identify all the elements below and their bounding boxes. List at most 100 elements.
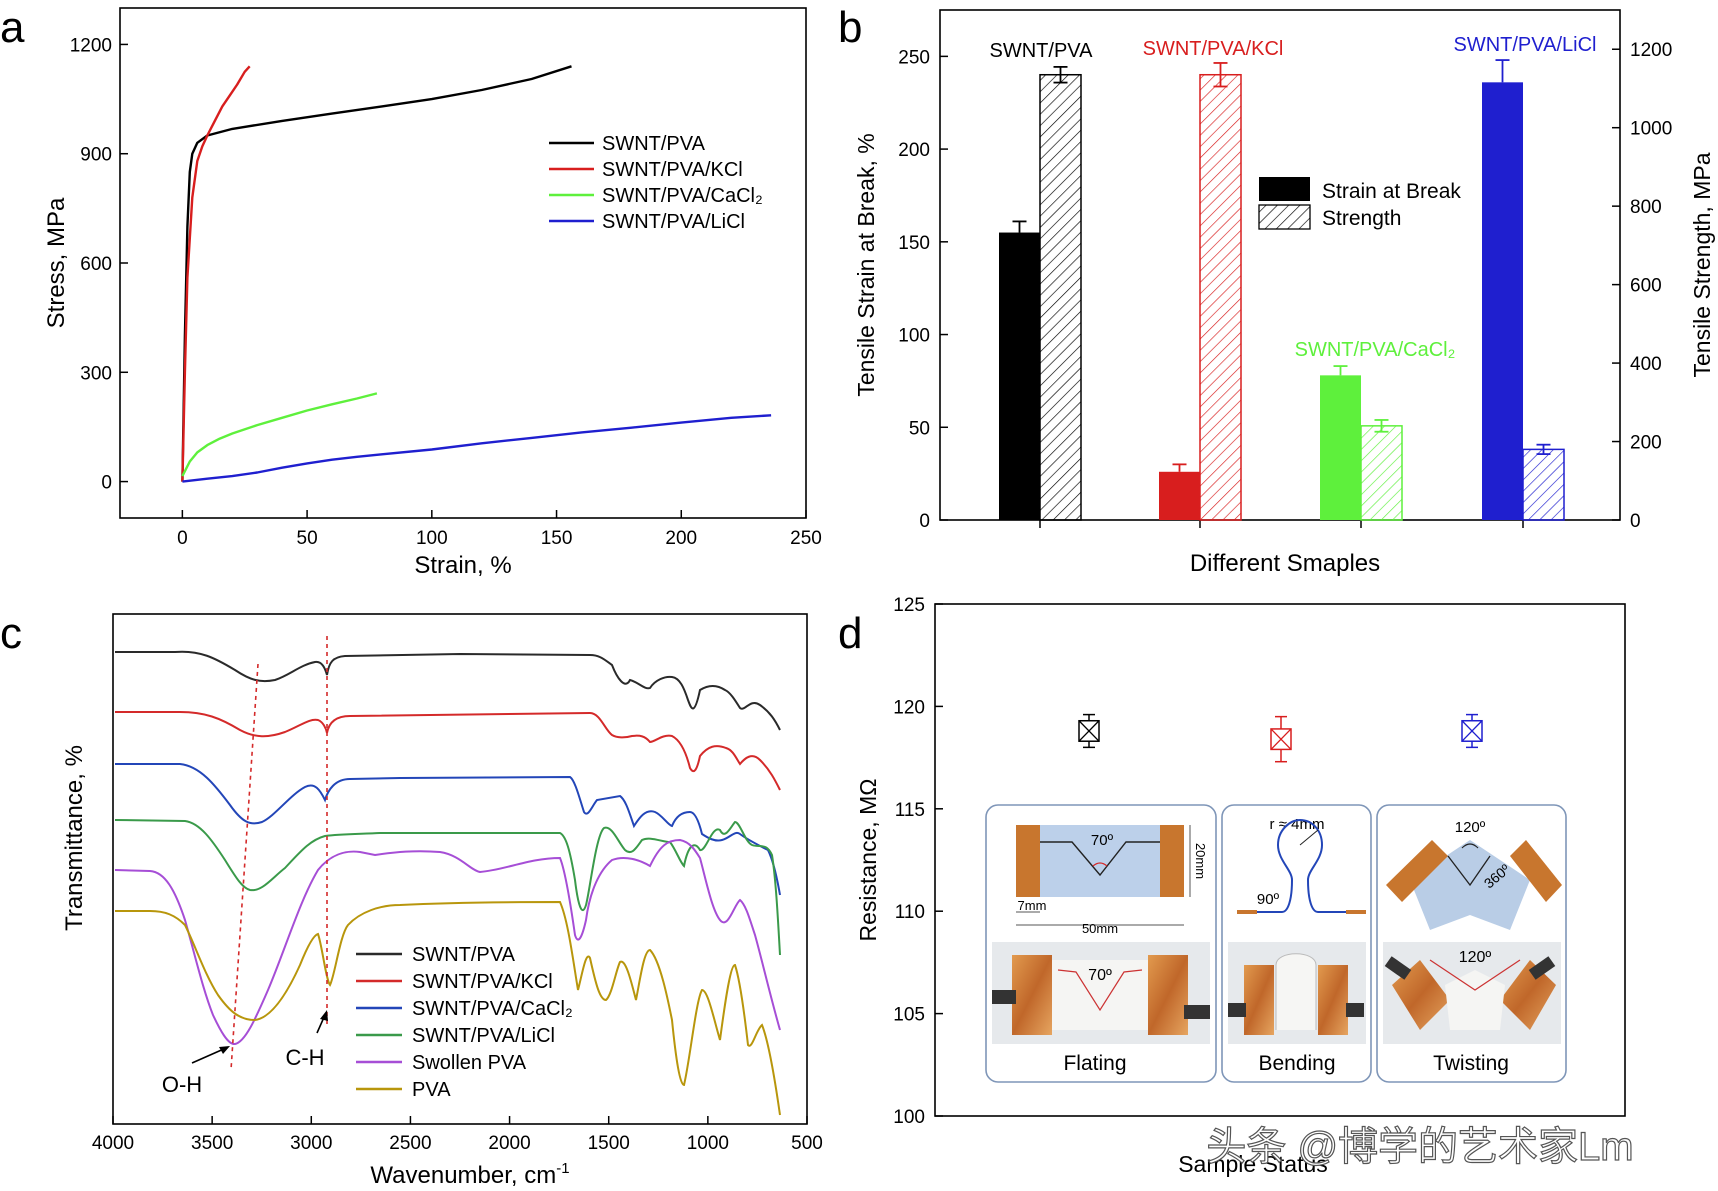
x-tick-label: 0 [177,528,188,549]
height-label: 20mm [1193,843,1208,879]
bar-strain [1159,471,1200,520]
x-tick-label: 250 [790,528,822,549]
inset-caption-twisting: Twisting [1433,1052,1509,1075]
y-tick-label: 200 [898,140,930,161]
y-tick-label: 100 [898,326,930,347]
series-line [181,65,572,482]
x-axis-label-c: Wavenumber, cm-1 [370,1160,569,1189]
y-tick-label: 100 [893,1107,925,1128]
legend-label: SWNT/PVA/LiCl [412,1025,555,1047]
legend-label: Strain at Break [1322,180,1461,203]
box [1270,728,1292,751]
box-cross [1078,720,1100,742]
radius-label: r ≈ 4mm [1270,816,1325,833]
photo-angle-label: 120º [1459,949,1492,966]
radius-line [1299,829,1319,846]
x-tick-label: 150 [541,528,573,549]
series-line [181,65,251,482]
photo-crack [1429,959,1521,991]
photo-copper [1012,955,1052,1035]
y-tick-label-right: 1000 [1630,119,1672,140]
photo-copper [1392,960,1450,1030]
legend-c: SWNT/PVA SWNT/PVA/KCl SWNT/PVA/CaCl₂ SWN… [356,944,573,1101]
legend-label: SWNT/PVA/KCl [602,159,743,181]
x-tick-label: 100 [416,528,448,549]
y-tick-label-right: 400 [1630,354,1662,375]
inset-bending: r ≈ 4mm 90º Bending [1221,804,1372,1083]
x-tick-label: 50 [297,528,318,549]
y-tick-label: 900 [80,145,112,166]
x-tick-label: 1000 [687,1133,729,1154]
x-tick-label: 1500 [588,1133,630,1154]
photo-copper [1148,955,1188,1035]
box-cross [1270,728,1292,750]
clamp-icon [1184,1005,1210,1019]
x-axis-label-a: Strain, % [414,552,511,579]
y-tick-label-right: 600 [1630,276,1662,297]
bar-strain [999,232,1040,520]
legend-a: SWNT/PVA SWNT/PVA/KCl SWNT/PVA/CaCl₂ SWN… [549,133,763,233]
y-tick-label: 105 [893,1005,925,1026]
clamp-icon [1346,1003,1364,1017]
ftir-line-swnt-pva [115,650,781,731]
copper-tape [1510,840,1562,902]
y-axis-label-a: Stress, MPa [43,197,70,328]
plot-frame-c [112,613,808,1125]
y-axis-label-d: Resistance, MΩ [855,779,881,942]
x-tick-label: 4000 [92,1133,134,1154]
category-label-swnt-pva: SWNT/PVA [990,40,1094,62]
annotation-ch: C-H [285,1045,324,1070]
annotation-oh: O-H [162,1072,202,1097]
ftir-line-swnt-pva-kcl [115,711,781,791]
x-tick-label: 200 [665,528,697,549]
twist-angle-label: 120º [1455,819,1486,836]
y-tick-label-right: 200 [1630,433,1662,454]
watermark-text: 头条 @博学的艺术家Lm [1206,1125,1633,1169]
legend-label: SWNT/PVA/CaCl₂ [602,185,763,207]
x-tick-label: 2500 [389,1133,431,1154]
photo-angle-label: 70º [1088,967,1112,984]
box-cross [1461,720,1483,742]
photo-copper [1500,960,1556,1030]
legend-label: PVA [412,1079,451,1101]
copper-end [1346,910,1366,914]
y-axis-label-b-left: Tensile Strain at Break, % [853,133,879,396]
legend-label: SWNT/PVA [602,133,706,155]
x-tick-label: 500 [791,1133,823,1154]
clamp-icon [1384,956,1412,980]
ftir-line-swnt-pva-licl [114,819,781,956]
y-tick-label: 300 [80,363,112,384]
y-axis-label-b-right: Tensile Strength, MPa [1689,152,1715,377]
plot-frame-d [934,603,1626,1117]
legend-label: Swollen PVA [412,1052,527,1074]
length-label: 50mm [1082,921,1118,936]
arrow-head-icon [320,1010,328,1021]
legend-b: Strain at Break Strength [1258,177,1461,230]
x-tick-label: 3500 [191,1133,233,1154]
legend-swatch-strength [1258,204,1311,230]
inset-flating: 70º 20mm 7mm 50mm 70º Flating [985,804,1217,1083]
photo-copper [1244,965,1274,1035]
legend-label: SWNT/PVA/LiCl [602,211,745,233]
legend-label: SWNT/PVA/CaCl₂ [412,998,573,1020]
inset-caption-flating: Flating [1063,1052,1126,1075]
bar-strength [1522,448,1565,521]
chart-panel-b: 0 50 100 150 200 250 0 200 400 600 800 1000 1200 Dif… [853,9,1715,577]
sample-strip [1016,825,1184,897]
photo-sample [1445,970,1505,1030]
inset-twisting: 120º 360º 120º Twisting [1376,804,1567,1083]
photo-loop [1275,953,1317,1030]
y-tick-label: 125 [893,595,925,616]
y-tick-label-right: 0 [1630,511,1641,532]
oh-arrow [191,1047,227,1064]
legend-swatch-strain [1259,177,1310,201]
edge-label: 7mm [1018,898,1047,913]
x-axis-label-d: Sample Status [1178,1151,1328,1177]
y-tick-label: 150 [898,233,930,254]
y-tick-label: 1200 [70,35,112,56]
chart-panel-d: 100 105 110 115 120 125 Sample Status Resista… [855,595,1626,1177]
angle-arc-icon [1461,843,1479,849]
bend-angle-label: 90º [1257,891,1280,908]
x-tick-label: 2000 [488,1133,530,1154]
